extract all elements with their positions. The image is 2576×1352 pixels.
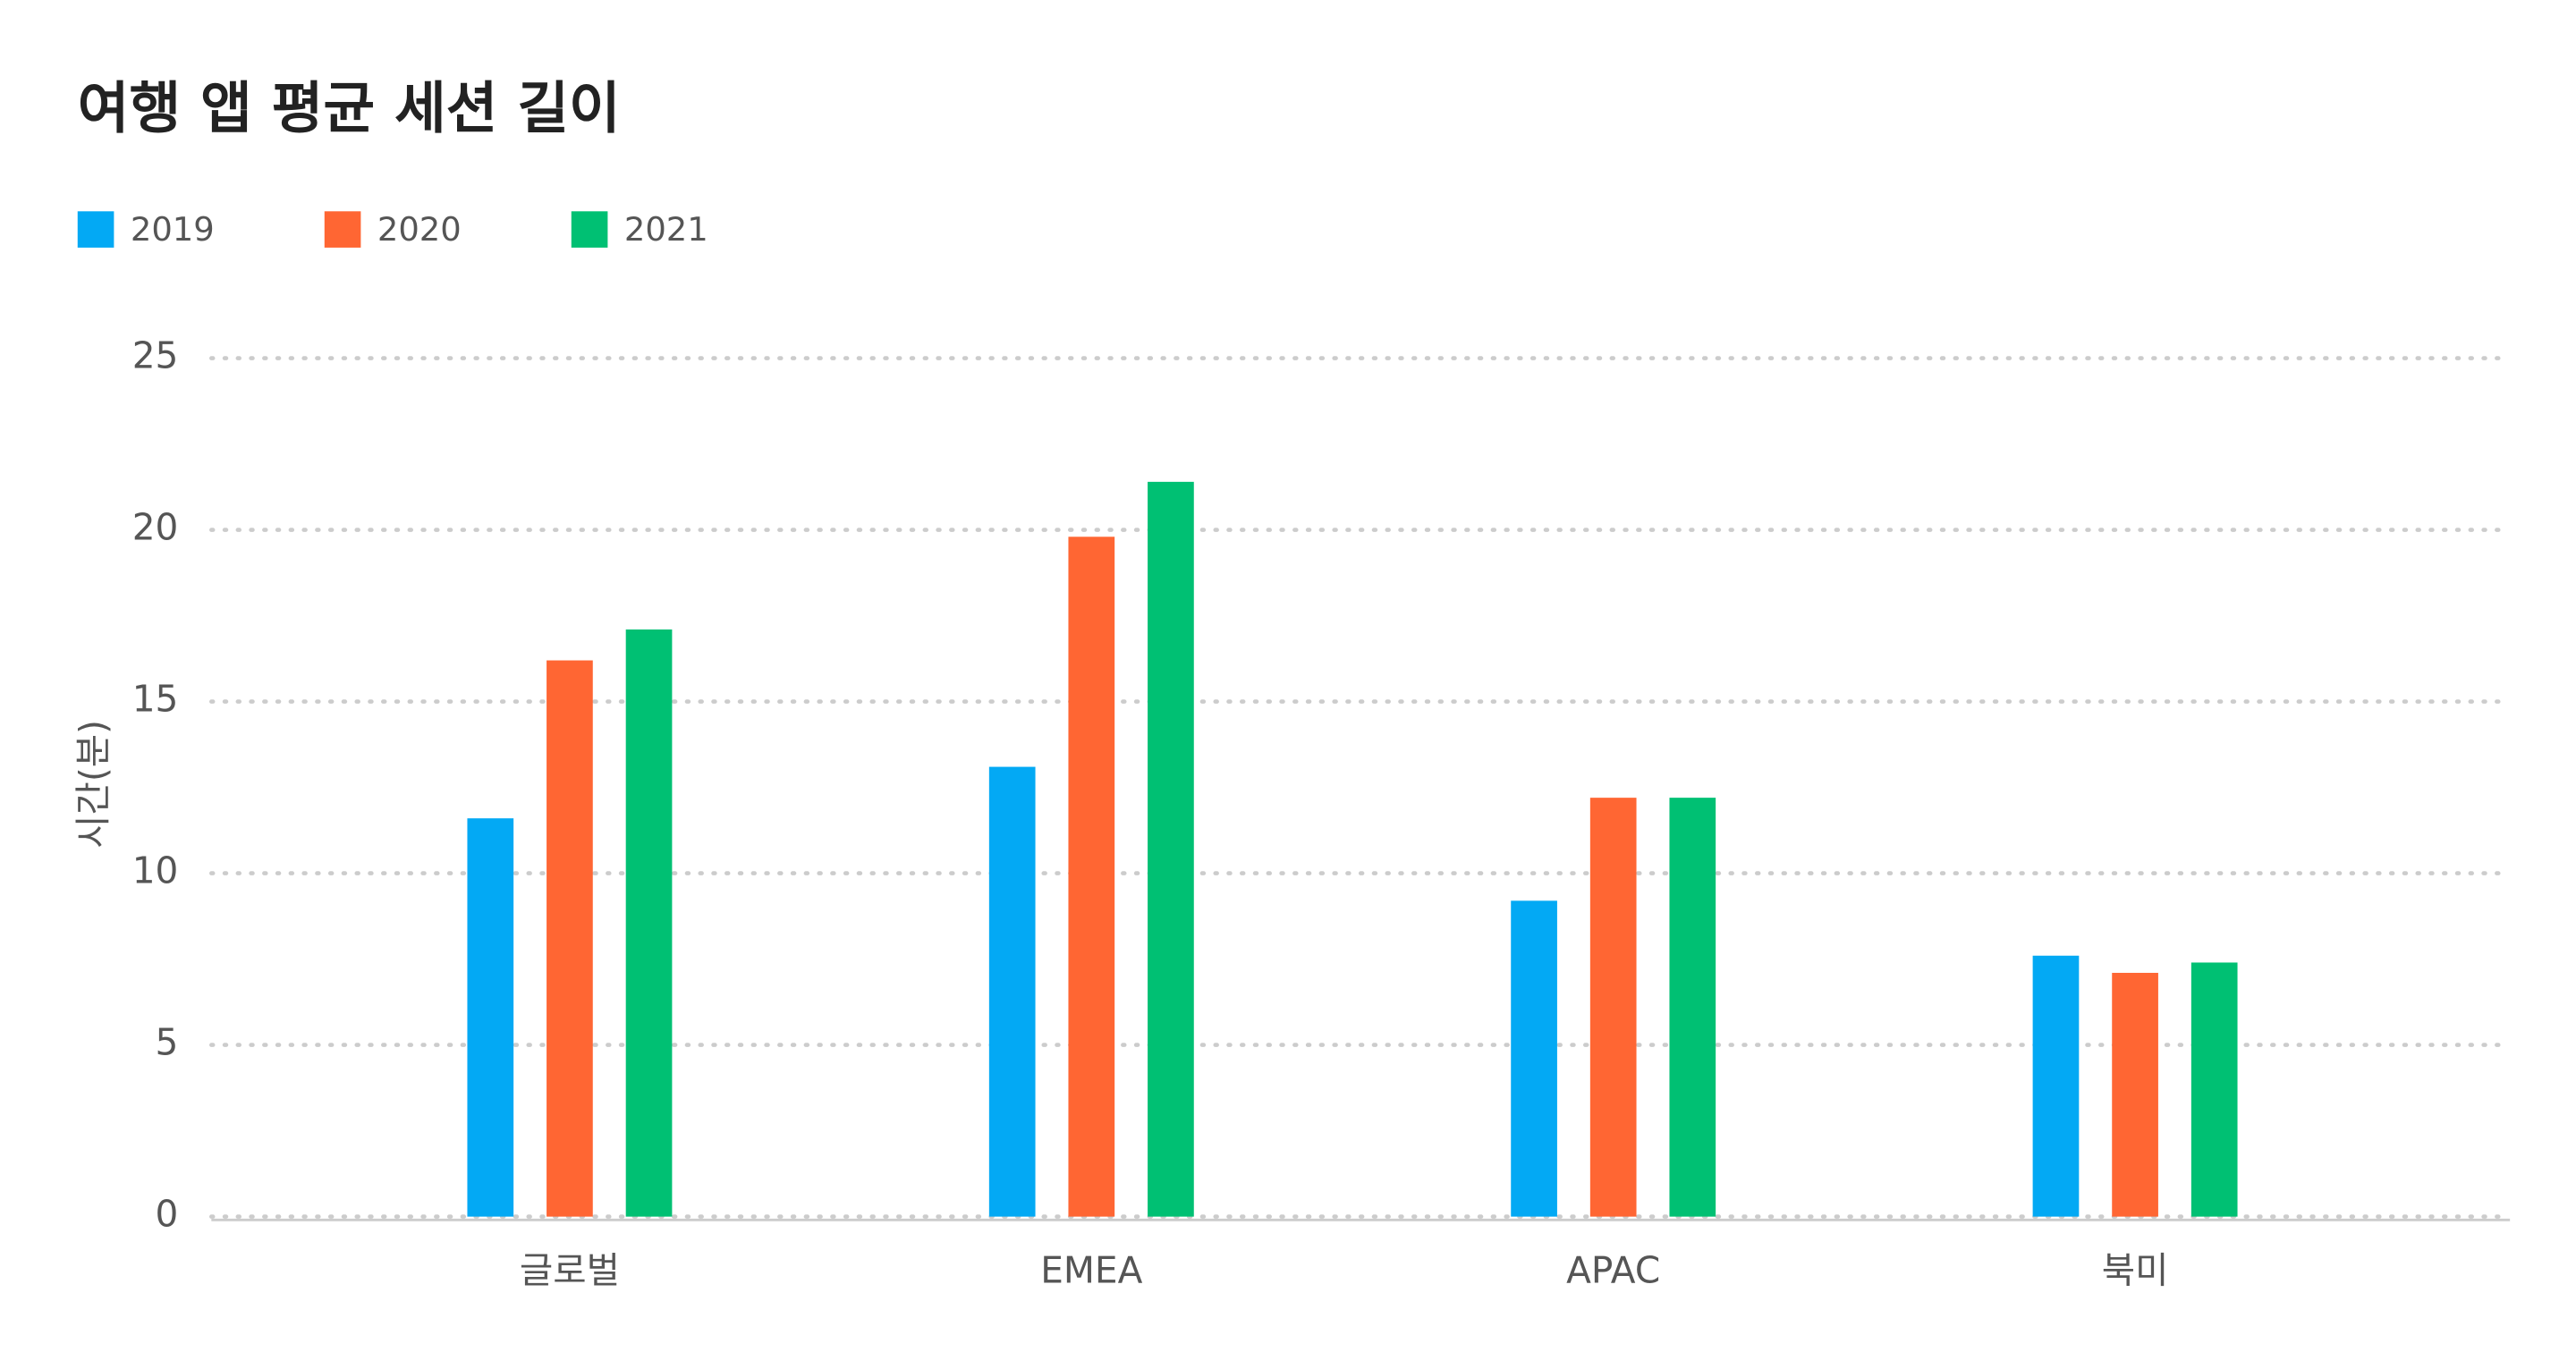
bar bbox=[1148, 481, 1194, 1217]
bar bbox=[625, 629, 673, 1217]
y-tick-label: 10 bbox=[132, 849, 179, 892]
legend-swatch bbox=[324, 211, 361, 248]
legend-swatch bbox=[77, 211, 114, 248]
x-tick-label: 글로벌 bbox=[520, 1248, 620, 1291]
y-axis-label: 시간(분) bbox=[72, 720, 114, 849]
legend-label: 2021 bbox=[624, 210, 708, 249]
bar bbox=[2190, 962, 2238, 1217]
bar bbox=[1669, 798, 1716, 1217]
x-tick-label: EMEA bbox=[1040, 1248, 1142, 1291]
legend-swatch bbox=[571, 211, 608, 248]
y-tick-label: 15 bbox=[132, 678, 179, 721]
y-tick-label: 25 bbox=[132, 334, 179, 377]
x-tick-label: 북미 bbox=[2102, 1248, 2169, 1291]
chart-title: 여행 앱 평균 세션 길이 bbox=[78, 76, 621, 141]
bar bbox=[1068, 537, 1115, 1217]
bar bbox=[2032, 955, 2080, 1217]
y-tick-label: 0 bbox=[156, 1193, 179, 1236]
y-tick-label: 20 bbox=[132, 506, 179, 549]
bar bbox=[467, 818, 514, 1217]
bar bbox=[2112, 972, 2158, 1217]
bar bbox=[1589, 798, 1637, 1217]
bar bbox=[1511, 900, 1557, 1217]
legend-label: 2020 bbox=[377, 210, 462, 249]
bar bbox=[988, 766, 1036, 1217]
y-tick-label: 5 bbox=[156, 1021, 179, 1064]
x-tick-label: APAC bbox=[1566, 1248, 1660, 1291]
bar bbox=[547, 660, 593, 1217]
legend-label: 2019 bbox=[131, 210, 215, 249]
